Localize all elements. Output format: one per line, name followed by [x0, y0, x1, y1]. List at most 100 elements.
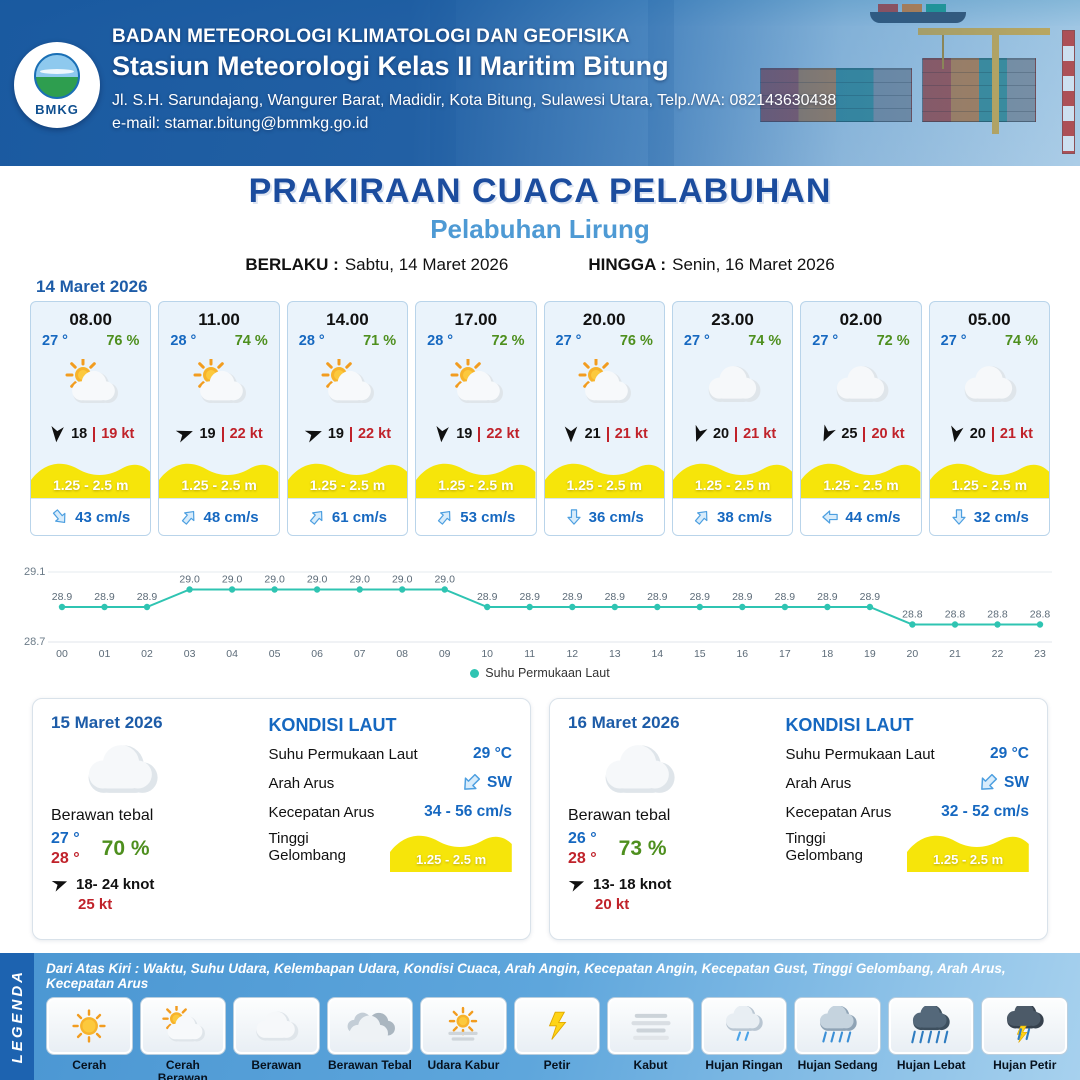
berawan-icon	[233, 997, 320, 1055]
valid-until-value: Senin, 16 Maret 2026	[672, 255, 835, 274]
x-axis-tick: 21	[949, 648, 961, 660]
wind-row: 19 22 kt	[159, 419, 278, 449]
air-temperature: 27 °	[555, 333, 582, 349]
sst-chart: 29.1 28.7 28.9 00 28.9 01 28.9 02 29.0 03 29.0 04 29…	[24, 566, 1052, 660]
sst-row: Suhu Permukaan Laut 29 °C	[785, 745, 1029, 763]
chart-point-label: 28.9	[137, 591, 158, 603]
chart-point	[909, 621, 916, 628]
kabut-icon	[607, 997, 694, 1055]
air-temperature: 27 °	[683, 333, 710, 349]
series-name: Suhu Permukaan Laut	[485, 666, 610, 680]
header: BMKG BADAN METEOROLOGI KLIMATOLOGI DAN G…	[0, 0, 1080, 166]
valid-from-value: Sabtu, 14 Maret 2026	[344, 255, 509, 274]
current-row: 44 cm/s	[801, 498, 921, 535]
temp-humidity-row: 27 ° 72 %	[801, 330, 920, 349]
wave-height-band: 1.25 - 2.5 m	[544, 454, 664, 498]
wind-row: 19 22 kt	[416, 419, 535, 449]
forecast-time: 20.00	[582, 310, 626, 329]
chart-point	[186, 586, 193, 593]
x-axis-tick: 10	[481, 648, 493, 660]
chart-point-label: 28.9	[647, 591, 668, 603]
chart-point-label: 28.9	[817, 591, 838, 603]
current-speed: 36 cm/s	[588, 508, 644, 526]
x-axis-tick: 19	[864, 648, 876, 660]
wind-speed: 20	[712, 426, 730, 442]
sst-label: Suhu Permukaan Laut	[785, 745, 935, 763]
humidity: 74 %	[234, 333, 268, 349]
x-axis-tick: 01	[99, 648, 111, 660]
berawan-icon	[930, 349, 1049, 419]
forecast-card: 20.00 27 ° 76 % 21 21 kt 1.25 - 2.5 m 36…	[543, 301, 665, 536]
wave-height-band: 1.25 - 2.5 m	[159, 454, 279, 498]
current-speed: 53 cm/s	[460, 508, 516, 526]
legend-section: LEGENDA Dari Atas Kiri : Waktu, Suhu Uda…	[0, 953, 1080, 1080]
temp-humidity-row: 28 ° 74 %	[159, 330, 278, 349]
title-block: PRAKIRAAN CUACA PELABUHAN Pelabuhan Liru…	[0, 172, 1080, 275]
port-name: Pelabuhan Lirung	[430, 214, 650, 244]
chart-point-label: 28.9	[860, 591, 881, 603]
wave-label: Tinggi Gelombang	[785, 830, 863, 864]
chart-point	[569, 603, 576, 611]
x-axis-tick: 20	[907, 648, 919, 660]
berawan-icon	[590, 737, 775, 803]
panel-weather-column: 16 Maret 2026 Berawan tebal 26 ° 28 ° 73…	[568, 713, 775, 925]
wave-shape-icon	[159, 463, 279, 498]
divider	[93, 426, 96, 442]
wave-height: 1.25 - 2.5 m	[694, 477, 771, 493]
current-direction-arrow-icon	[51, 508, 69, 526]
air-temperature: 28 °	[170, 333, 197, 349]
wave-height: 1.25 - 2.5 m	[181, 477, 257, 493]
x-axis-tick: 11	[524, 648, 535, 660]
legend-item-label: Udara Kabur	[427, 1058, 500, 1072]
chart-point	[356, 586, 363, 593]
humidity: 74 %	[1004, 333, 1038, 349]
air-temperature: 28 °	[298, 333, 325, 349]
chart-point-label: 29.0	[179, 574, 200, 586]
x-axis-tick: 08	[396, 648, 408, 660]
forecast-card: 05.00 27 ° 74 % 20 21 kt 1.25 - 2.5 m 32…	[928, 301, 1050, 536]
current-direction-row: Arah Arus SW	[785, 772, 1029, 794]
wave-height-band: 1.25 - 2.5 m	[287, 454, 408, 498]
panel-wave-height: 1.25 - 2.5 m	[933, 852, 1004, 867]
chart-point-label: 29.0	[434, 574, 455, 586]
wave-shape-icon	[287, 463, 408, 498]
forecast-card: 02.00 27 ° 72 % 25 20 kt 1.25 - 2.5 m 44…	[800, 301, 922, 536]
wave-height-chip: 1.25 - 2.5 m	[907, 826, 1029, 872]
legend-item-label: Hujan Petir	[993, 1058, 1057, 1072]
y-axis-min: 28.7	[24, 636, 45, 648]
current-direction-arrow-icon	[821, 508, 839, 526]
x-axis-tick: 07	[354, 648, 366, 660]
wind-direction-arrow-icon	[47, 424, 67, 444]
current-dir-label: Arah Arus	[268, 774, 335, 792]
forecast-time: 05.00	[968, 310, 1011, 329]
legend-item: Berawan	[233, 997, 320, 1080]
chart-point-label: 29.0	[307, 574, 328, 586]
current-direction-arrow-icon	[308, 508, 326, 526]
chart-point-label: 29.0	[264, 574, 285, 586]
legend-title: LEGENDA	[8, 969, 26, 1064]
wind-speed: 19	[456, 426, 473, 442]
chart-point	[611, 603, 618, 611]
legend-item: Cerah Berawan	[139, 997, 227, 1080]
chart-point	[441, 586, 448, 593]
x-axis-tick: 17	[779, 648, 791, 660]
sea-conditions-title: KONDISI LAUT	[785, 715, 914, 735]
hujan-lebat-icon	[887, 997, 975, 1055]
wave-height-band: 1.25 - 2.5 m	[672, 454, 793, 498]
series-dot-icon	[470, 669, 480, 679]
chart-point-label: 29.0	[392, 574, 413, 586]
header-illustration	[0, 0, 1080, 166]
wave-shape-icon	[416, 463, 536, 498]
air-temperature: 27 °	[42, 333, 68, 349]
current-row: 61 cm/s	[287, 498, 408, 535]
legend-caption: Dari Atas Kiri : Waktu, Suhu Udara, Kele…	[46, 961, 1006, 991]
panel-weather-column: 15 Maret 2026 Berawan tebal 27 ° 28 ° 70…	[51, 713, 258, 925]
current-direction-arrow-icon	[565, 508, 583, 526]
current-row: 48 cm/s	[159, 498, 279, 535]
legend-item-label: Berawan Tebal	[328, 1058, 412, 1072]
chart-point	[143, 603, 151, 611]
temp-min: 26 °	[568, 830, 597, 847]
chart-point	[951, 621, 959, 628]
humidity: 76 %	[106, 333, 140, 349]
current-direction-arrow-icon	[436, 508, 454, 526]
